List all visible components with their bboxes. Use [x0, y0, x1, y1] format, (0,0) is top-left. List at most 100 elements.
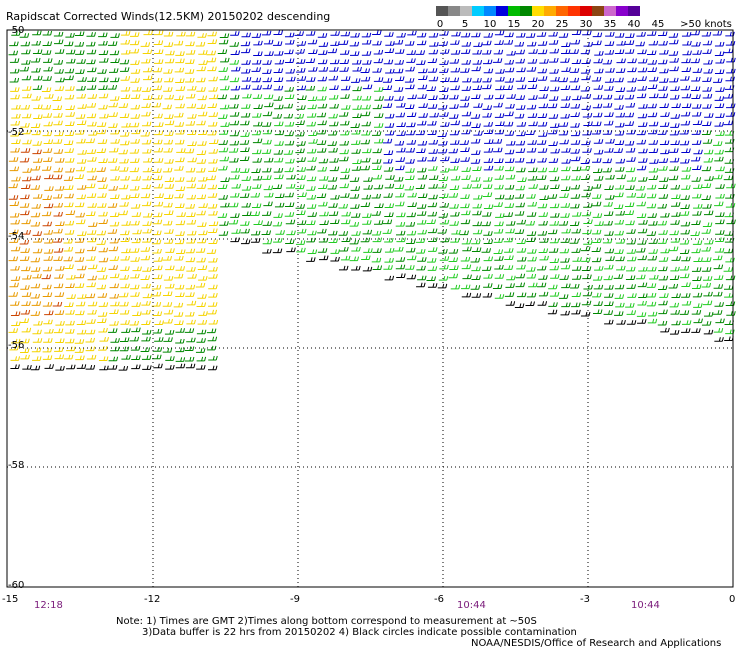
wind-barb — [154, 320, 164, 326]
wind-barb — [615, 68, 626, 73]
wind-barb — [548, 302, 558, 307]
wind-barb — [96, 267, 107, 272]
wind-barb — [131, 364, 141, 370]
wind-barb — [483, 165, 494, 171]
wind-barb — [527, 175, 538, 181]
wind-barb — [32, 273, 42, 279]
wind-barb — [471, 150, 481, 155]
wind-barb — [693, 318, 703, 324]
wind-barb — [647, 84, 658, 90]
wind-barb — [659, 68, 669, 74]
wind-barb — [626, 192, 637, 198]
wind-barb — [98, 356, 109, 361]
wind-barb — [668, 51, 679, 56]
wind-barb — [460, 219, 471, 225]
wind-barb — [21, 292, 32, 297]
wind-barb — [668, 175, 679, 181]
wind-barb — [470, 138, 481, 144]
wind-barb — [9, 77, 20, 83]
wind-barb — [86, 49, 97, 55]
wind-barb — [624, 49, 635, 54]
wind-barb — [296, 67, 306, 73]
wind-barb — [691, 111, 702, 117]
wind-barb — [495, 76, 505, 82]
wind-barb — [352, 59, 362, 65]
wind-barb — [8, 195, 19, 200]
wind-barb — [187, 141, 197, 146]
wind-barb — [516, 264, 526, 270]
wind-barb — [406, 122, 416, 128]
wind-barb — [371, 230, 382, 236]
wind-barb — [262, 69, 272, 74]
wind-barb — [613, 204, 624, 209]
wind-barb — [550, 148, 560, 154]
wind-barb — [305, 31, 316, 36]
wind-barb — [65, 167, 75, 173]
wind-barb — [318, 50, 328, 55]
wind-barb — [206, 57, 217, 63]
wind-barb — [8, 292, 19, 297]
wind-barb — [64, 220, 75, 226]
wind-barb — [30, 185, 41, 190]
wind-barb — [570, 112, 581, 117]
wind-barb — [230, 50, 241, 55]
wind-barb — [196, 356, 207, 362]
wind-barb — [196, 150, 207, 155]
wind-barb — [74, 348, 85, 353]
wind-barb — [593, 85, 604, 90]
wind-barb — [550, 123, 560, 128]
wind-barb — [110, 338, 120, 343]
wind-barb — [154, 337, 164, 342]
wind-barb — [319, 220, 329, 226]
wind-barb — [714, 51, 725, 56]
wind-barb — [626, 249, 637, 254]
wind-barb — [240, 228, 250, 234]
wind-barb — [569, 77, 580, 83]
wind-barb — [110, 33, 120, 38]
wind-barb — [658, 59, 668, 65]
wind-barb — [549, 68, 559, 74]
wind-barb — [395, 264, 406, 270]
wind-barb — [53, 149, 64, 154]
wind-barb — [427, 211, 438, 217]
wind-barb — [165, 248, 175, 253]
wind-barb — [385, 130, 395, 136]
wind-barb — [723, 248, 734, 254]
wind-barb — [109, 309, 119, 315]
wind-barb — [658, 86, 668, 91]
wind-barb — [143, 157, 153, 163]
wind-barb — [20, 194, 30, 200]
wind-barb — [594, 50, 604, 56]
wind-barb — [196, 66, 207, 72]
wind-barb — [295, 120, 305, 126]
wind-barb — [10, 94, 20, 100]
wind-barb — [130, 220, 140, 226]
wind-barb — [713, 78, 723, 83]
wind-barb — [129, 167, 140, 173]
wind-barb — [615, 158, 626, 164]
wind-barb — [163, 87, 173, 92]
wind-barb — [428, 247, 438, 252]
wind-barb — [86, 230, 97, 235]
wind-barb — [581, 94, 592, 99]
wind-barb — [110, 212, 120, 218]
wind-barb — [152, 175, 163, 181]
wind-barb — [239, 140, 250, 145]
wind-barb — [19, 157, 30, 163]
wind-barb — [581, 211, 592, 217]
wind-barb — [53, 211, 63, 217]
wind-barb — [284, 94, 295, 99]
wind-barb — [119, 113, 130, 119]
wind-barb — [185, 93, 196, 99]
wind-barb — [55, 265, 65, 271]
wind-barb — [175, 129, 185, 135]
wind-barb — [218, 114, 228, 119]
wind-barb — [383, 265, 393, 270]
wind-barb — [614, 94, 624, 100]
wind-barb — [272, 184, 283, 189]
wind-barb — [670, 123, 680, 128]
wind-barb — [396, 230, 406, 236]
wind-barb — [385, 68, 395, 74]
wind-barb — [207, 193, 218, 198]
